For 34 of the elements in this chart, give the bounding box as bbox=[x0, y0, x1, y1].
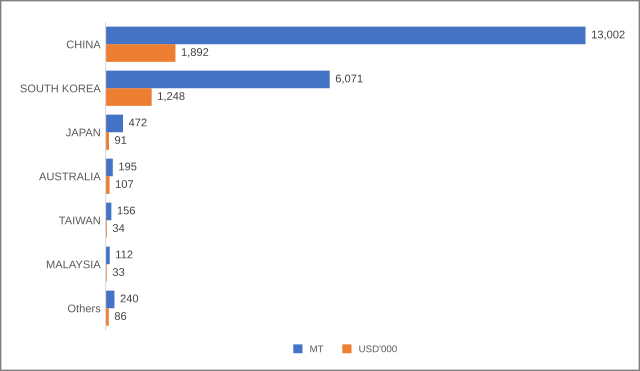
data-label: 6,071 bbox=[336, 74, 363, 84]
data-label: 1,892 bbox=[182, 48, 208, 58]
bar bbox=[106, 88, 152, 106]
bar bbox=[106, 26, 586, 44]
y-tick-label: Others bbox=[68, 304, 100, 312]
data-label: 472 bbox=[128, 118, 147, 126]
bar bbox=[106, 44, 176, 62]
bar bbox=[106, 70, 330, 88]
data-label: 156 bbox=[118, 206, 135, 214]
bar bbox=[106, 202, 112, 220]
bar bbox=[106, 290, 114, 308]
data-label: 112 bbox=[116, 250, 132, 258]
data-label: 86 bbox=[114, 312, 126, 320]
data-label: 91 bbox=[115, 136, 126, 144]
data-label: 33 bbox=[112, 268, 124, 276]
data-label: 34 bbox=[112, 224, 124, 232]
bar bbox=[106, 132, 109, 150]
bar bbox=[106, 308, 109, 326]
bar bbox=[106, 158, 113, 176]
bar bbox=[106, 114, 124, 132]
bar bbox=[106, 176, 110, 194]
y-tick-label: CHINA bbox=[66, 40, 101, 48]
legend-label: MT bbox=[310, 346, 324, 352]
y-tick-label: JAPAN bbox=[66, 128, 100, 136]
y-tick-label: MALAYSIA bbox=[46, 260, 101, 268]
data-label: 195 bbox=[119, 162, 136, 170]
y-tick-label: TAIWAN bbox=[59, 216, 100, 224]
data-label: 1,248 bbox=[158, 92, 185, 102]
data-label: 240 bbox=[120, 294, 138, 302]
y-tick-label: SOUTH KOREA bbox=[20, 84, 101, 92]
y-tick-label: AUSTRALIA bbox=[39, 172, 101, 180]
legend-label: USD'000 bbox=[359, 345, 397, 352]
data-label: 107 bbox=[116, 180, 134, 188]
data-label: 13,002 bbox=[592, 30, 625, 40]
